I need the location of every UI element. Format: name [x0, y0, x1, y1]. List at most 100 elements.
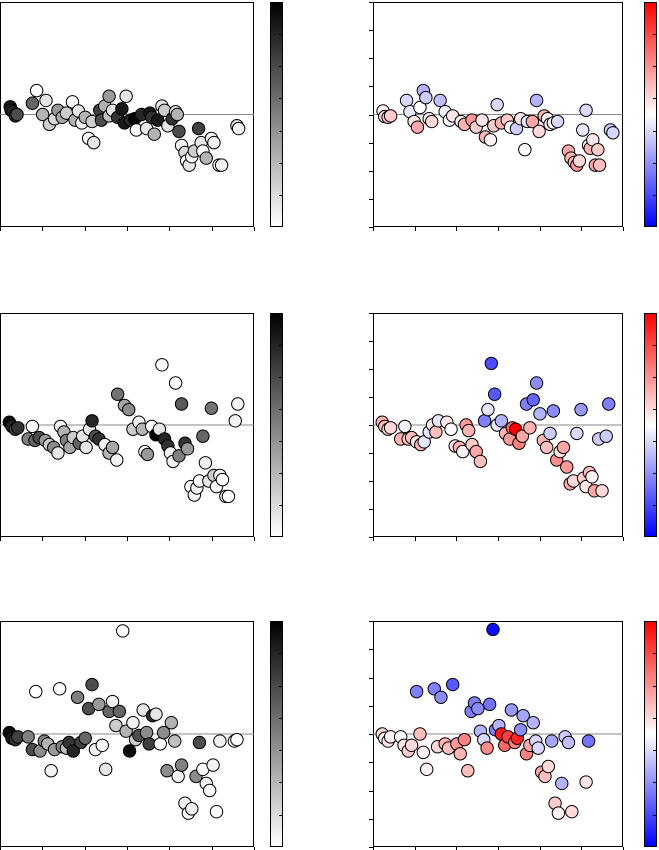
scatter-point	[95, 738, 109, 752]
scatter-point	[539, 440, 554, 455]
scatter-point	[221, 489, 236, 504]
scatter-point	[150, 113, 165, 127]
scatter-point	[168, 376, 183, 390]
scatter-point	[35, 107, 50, 122]
scatter-point	[572, 154, 587, 168]
scatter-point	[504, 703, 519, 717]
scatter-point	[419, 762, 434, 777]
scatter-point	[416, 745, 431, 760]
scatter-point	[529, 93, 544, 108]
scatter-point	[231, 121, 246, 136]
scatter-point	[199, 151, 213, 165]
colorbar	[644, 621, 657, 847]
scatter-point	[560, 460, 574, 474]
scatter-point	[21, 730, 35, 744]
scatter-point	[87, 135, 101, 150]
scatter-point	[570, 426, 584, 441]
scatter-point	[585, 470, 599, 484]
scatter-point	[516, 708, 530, 723]
scatter-point	[228, 414, 242, 428]
panel-row2-grayscale	[0, 313, 283, 541]
scatter-point	[66, 744, 81, 758]
scatter-point	[456, 444, 470, 459]
scatter-point	[398, 419, 412, 434]
scatter-point	[214, 158, 229, 172]
panel-row2-diverging	[369, 313, 657, 541]
scatter-point	[425, 114, 439, 129]
scatter-point	[599, 429, 613, 443]
scatter-point	[10, 107, 24, 122]
scatter-point	[555, 776, 569, 791]
scatter-point	[523, 421, 537, 435]
scatter-point	[112, 704, 127, 719]
scatter-point	[383, 421, 398, 435]
scatter-point	[25, 96, 40, 110]
points-group	[2, 358, 245, 504]
scatter-point	[147, 127, 161, 141]
scatter-point	[591, 142, 605, 157]
scatter-point	[602, 397, 616, 411]
scatter-point	[209, 804, 224, 819]
scatter-point	[170, 107, 184, 122]
points-group	[376, 83, 620, 172]
panel-row1-grayscale	[0, 2, 283, 231]
scatter-point	[119, 89, 133, 103]
scatter-point	[105, 694, 120, 709]
scatter-point	[25, 419, 40, 434]
scatter-point	[206, 758, 220, 772]
scatter-point	[461, 764, 475, 778]
scatter-point	[550, 114, 565, 129]
scatter-point	[526, 716, 540, 730]
scatter-point	[156, 725, 171, 740]
scatter-point	[461, 423, 476, 438]
scatter-point	[473, 454, 488, 469]
scatter-point	[196, 429, 210, 443]
colorbar	[270, 621, 283, 847]
scatter-point	[44, 764, 58, 778]
scatter-point	[105, 440, 120, 455]
scatter-point	[551, 806, 566, 820]
scatter-point	[477, 414, 492, 428]
panel-row3-grayscale	[0, 621, 283, 850]
scatter-point	[546, 404, 561, 418]
scatter-point	[518, 142, 532, 157]
scatter-point	[52, 682, 67, 696]
scatter-point	[543, 426, 557, 441]
scatter-point	[445, 677, 460, 692]
scatter-point	[98, 762, 113, 777]
scatter-point	[475, 113, 489, 127]
scatter-point	[180, 442, 195, 456]
scatter-point	[482, 697, 497, 712]
points-group	[2, 624, 244, 820]
scatter-point	[126, 716, 140, 730]
scatter-point	[490, 97, 504, 112]
scatter-point	[29, 83, 44, 98]
panel-row3-diverging	[369, 621, 657, 850]
scatter-point	[230, 732, 244, 747]
scatter-point	[556, 440, 571, 455]
scatter-point	[579, 103, 593, 117]
scatter-point	[160, 764, 174, 778]
scatter-point	[574, 402, 588, 417]
scatter-point	[213, 734, 227, 748]
scatter-point	[531, 741, 545, 755]
scatter-point	[419, 90, 433, 105]
scatter-point	[529, 376, 544, 390]
scatter-point	[404, 738, 419, 752]
scatter-point	[142, 737, 156, 751]
points-group	[375, 356, 616, 498]
scatter-point	[595, 484, 609, 498]
scatter-point	[481, 402, 495, 417]
colorbar	[270, 2, 283, 227]
scatter-point	[444, 422, 458, 436]
scatter-point	[174, 397, 189, 411]
scatter-point	[122, 402, 136, 417]
scatter-point	[409, 684, 424, 699]
scatter-point	[576, 123, 590, 137]
scatter-point	[413, 100, 427, 115]
scatter-point	[122, 744, 137, 758]
scatter-point	[487, 387, 502, 401]
scatter-point	[79, 440, 93, 455]
scatter-point	[532, 124, 546, 139]
scatter-point	[139, 725, 154, 740]
